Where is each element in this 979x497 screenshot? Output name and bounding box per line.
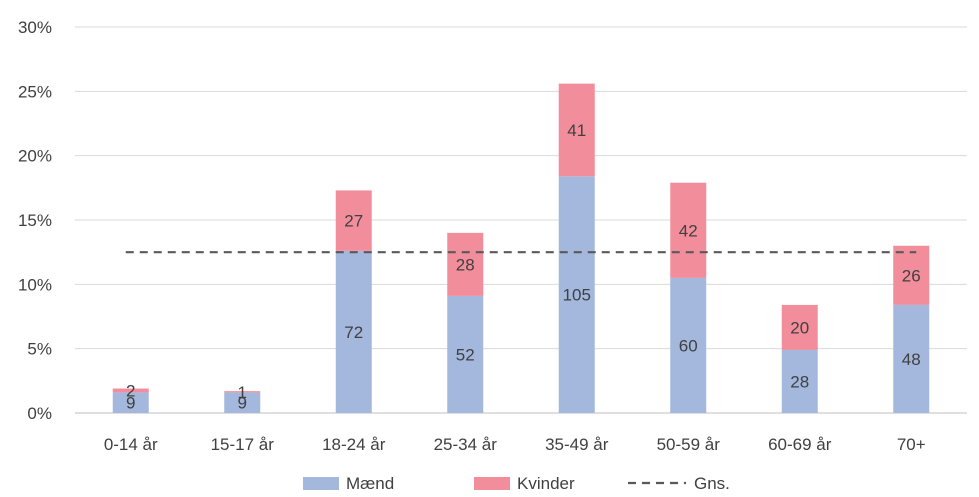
bar-segment-maend	[335, 250, 372, 413]
data-label: 20	[790, 318, 809, 337]
bar-segment-maend	[781, 349, 818, 413]
x-tick-label: 25-34 år	[434, 435, 498, 454]
bar-segment-maend	[893, 304, 930, 413]
legend: Mænd Kvinder Gns.	[303, 474, 730, 493]
data-label: 2	[126, 381, 135, 400]
bar-segment-kvinder	[224, 391, 261, 393]
y-tick-label: 0%	[27, 404, 52, 423]
bar-segment-kvinder	[558, 83, 595, 177]
bar-segment-maend	[670, 277, 707, 413]
data-label: 28	[456, 255, 475, 274]
y-tick-label: 25%	[18, 82, 52, 101]
data-label: 72	[344, 323, 363, 342]
x-axis: 0-14 år 15-17 år 18-24 år 25-34 år 35-49 år 5…	[104, 435, 926, 454]
y-tick-label: 5%	[27, 340, 52, 359]
data-label: 26	[902, 266, 921, 285]
data-label: 48	[902, 350, 921, 369]
bar-segment-maend	[447, 295, 484, 413]
data-label: 28	[790, 372, 809, 391]
x-tick-label: 60-69 år	[768, 435, 832, 454]
x-tick-label: 18-24 år	[322, 435, 386, 454]
x-tick-label: 15-17 år	[211, 435, 275, 454]
bar-segment-maend	[112, 392, 149, 413]
data-label: 60	[679, 336, 698, 355]
y-tick-label: 10%	[18, 275, 52, 294]
y-tick-label: 30%	[18, 18, 52, 37]
data-label: 52	[456, 345, 475, 364]
data-label: 9	[126, 394, 135, 413]
bar-segment-kvinder	[781, 304, 818, 350]
y-tick-label: 20%	[18, 147, 52, 166]
legend-swatch-kvinder	[474, 477, 510, 490]
legend-swatch-maend	[303, 477, 339, 490]
data-label: 105	[563, 286, 591, 305]
y-tick-label: 15%	[18, 211, 52, 230]
bar-segment-maend	[558, 176, 595, 413]
x-tick-label: 50-59 år	[657, 435, 721, 454]
bar-segment-kvinder	[447, 232, 484, 296]
bar-segment-kvinder	[335, 190, 372, 251]
bar-segment-maend	[224, 392, 261, 413]
data-label: 41	[567, 121, 586, 140]
legend-label-maend: Mænd	[346, 474, 394, 493]
y-axis: 0% 5% 10% 15% 20% 25% 30%	[18, 18, 52, 423]
x-tick-label: 35-49 år	[545, 435, 609, 454]
x-tick-label: 0-14 år	[104, 435, 158, 454]
legend-label-average: Gns.	[694, 474, 730, 493]
data-label: 9	[238, 394, 247, 413]
bar-segment-kvinder	[893, 245, 930, 305]
bar-segment-kvinder	[670, 182, 707, 278]
gridlines	[75, 26, 967, 414]
data-label: 1	[238, 383, 247, 402]
legend-label-kvinder: Kvinder	[517, 474, 575, 493]
bar-segment-kvinder	[112, 388, 149, 393]
data-label: 42	[679, 221, 698, 240]
x-tick-label: 70+	[897, 435, 926, 454]
data-label: 27	[344, 212, 363, 231]
